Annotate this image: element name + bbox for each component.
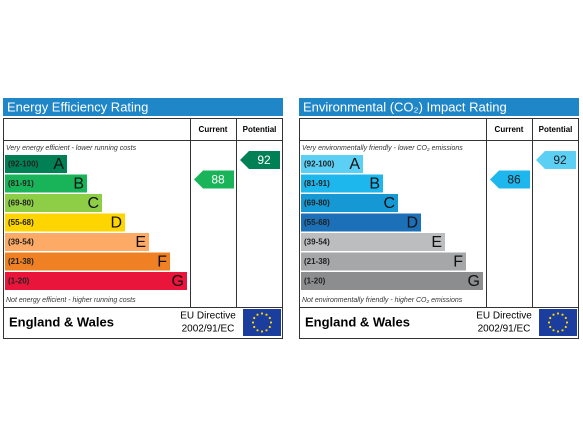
eu-star bbox=[564, 325, 567, 329]
bottom-note: Not environmentally friendly - higher CO… bbox=[302, 297, 463, 304]
eu-star bbox=[561, 313, 564, 316]
current-arrow bbox=[194, 170, 234, 189]
band-range: (81-91) bbox=[8, 179, 34, 188]
rating-band bbox=[5, 155, 67, 173]
band-range: (39-54) bbox=[304, 238, 330, 247]
eu-star bbox=[256, 329, 259, 332]
band-range: (1-20) bbox=[8, 277, 30, 286]
panel-title: Environmental (CO₂) Impact Rating bbox=[303, 99, 507, 114]
rating-band bbox=[5, 174, 87, 193]
rating-band bbox=[301, 174, 383, 193]
band-letter: C bbox=[383, 195, 395, 212]
title-bar bbox=[3, 98, 283, 116]
eu-star bbox=[260, 330, 264, 333]
directive: EU Directive bbox=[476, 311, 532, 322]
band-letter: F bbox=[453, 254, 463, 271]
eu-star bbox=[256, 313, 259, 316]
potential-arrow bbox=[240, 151, 280, 169]
band-letter: D bbox=[406, 215, 418, 232]
eu-star bbox=[268, 316, 271, 320]
current-header: Current bbox=[495, 125, 524, 134]
band-letter: E bbox=[135, 234, 146, 251]
region: England & Wales bbox=[305, 314, 410, 329]
band-letter: F bbox=[157, 254, 167, 271]
band-range: (55-68) bbox=[8, 218, 34, 227]
band-range: (1-20) bbox=[304, 277, 326, 286]
band-letter: C bbox=[87, 195, 99, 212]
top-note: Very energy efficient - lower running co… bbox=[6, 145, 137, 152]
bottom-note: Not energy efficient - higher running co… bbox=[6, 297, 136, 304]
eu-star bbox=[269, 321, 273, 324]
band-range: (39-54) bbox=[8, 238, 34, 247]
rating-band bbox=[5, 213, 125, 232]
band-letter: B bbox=[73, 176, 84, 193]
eu-star bbox=[260, 312, 264, 315]
band-range: (21-38) bbox=[304, 257, 330, 266]
rating-band bbox=[5, 194, 102, 212]
potential-rating: 92 bbox=[257, 153, 271, 167]
current-arrow bbox=[490, 170, 530, 189]
band-letter: A bbox=[53, 156, 64, 173]
eu-star bbox=[253, 316, 256, 320]
eu-star bbox=[547, 321, 551, 324]
eu-star bbox=[552, 329, 555, 332]
band-letter: A bbox=[349, 156, 360, 173]
band-letter: B bbox=[369, 176, 380, 193]
eu-star bbox=[564, 316, 567, 320]
band-range: (21-38) bbox=[8, 257, 34, 266]
current-rating: 86 bbox=[507, 173, 521, 187]
band-letter: G bbox=[468, 273, 480, 290]
directive: EU Directive bbox=[180, 311, 236, 322]
eu-star bbox=[265, 329, 268, 332]
panel-title: Energy Efficiency Rating bbox=[7, 99, 148, 114]
top-note: Very environmentally friendly - lower CO… bbox=[302, 145, 463, 152]
eu-star bbox=[251, 321, 255, 324]
rating-band bbox=[301, 233, 445, 251]
potential-header: Potential bbox=[539, 125, 573, 134]
band-letter: G bbox=[172, 273, 184, 290]
region: England & Wales bbox=[9, 314, 114, 329]
rating-band bbox=[5, 233, 149, 251]
rating-band bbox=[301, 213, 421, 232]
eu-star bbox=[556, 330, 560, 333]
band-letter: E bbox=[431, 234, 442, 251]
eu-star bbox=[268, 325, 271, 329]
band-range: (92-100) bbox=[8, 160, 39, 169]
eu-star bbox=[265, 313, 268, 316]
band-range: (81-91) bbox=[304, 179, 330, 188]
band-letter: D bbox=[110, 215, 122, 232]
eu-star bbox=[561, 329, 564, 332]
eu-star bbox=[549, 316, 552, 320]
eu-star bbox=[253, 325, 256, 329]
band-range: (92-100) bbox=[304, 160, 335, 169]
band-range: (55-68) bbox=[304, 218, 330, 227]
rating-band bbox=[5, 252, 170, 271]
current-header: Current bbox=[199, 125, 228, 134]
potential-arrow bbox=[536, 151, 576, 169]
rating-band bbox=[5, 272, 187, 290]
rating-band bbox=[301, 194, 398, 212]
current-rating: 88 bbox=[211, 173, 225, 187]
title-bar bbox=[299, 98, 579, 116]
directive: 2002/91/EC bbox=[182, 324, 235, 335]
band-range: (69-80) bbox=[8, 199, 34, 208]
eu-star bbox=[549, 325, 552, 329]
eu-star bbox=[552, 313, 555, 316]
potential-rating: 92 bbox=[553, 153, 567, 167]
rating-band bbox=[301, 272, 483, 290]
potential-header: Potential bbox=[243, 125, 277, 134]
eu-star bbox=[556, 312, 560, 315]
band-range: (69-80) bbox=[304, 199, 330, 208]
rating-band bbox=[301, 252, 466, 271]
rating-band bbox=[301, 155, 363, 173]
eu-star bbox=[565, 321, 569, 324]
directive: 2002/91/EC bbox=[478, 324, 531, 335]
